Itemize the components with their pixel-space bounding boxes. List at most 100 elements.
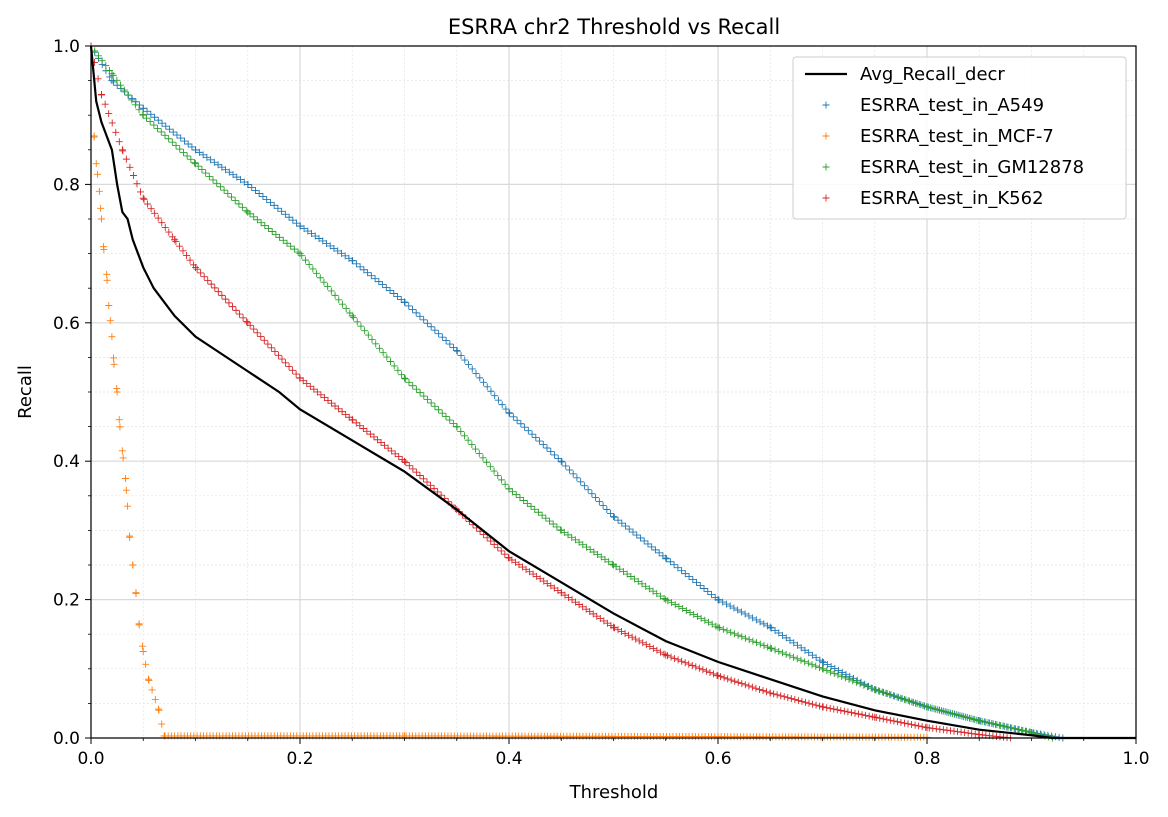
scatter-point [92, 160, 100, 168]
scatter-point [101, 100, 109, 108]
scatter-point [320, 278, 328, 286]
scatter-point [741, 681, 749, 689]
scatter-point [408, 305, 416, 313]
scatter-point [370, 433, 378, 441]
scatter-point [210, 158, 218, 166]
scatter-point [801, 646, 809, 654]
scatter-point [214, 288, 222, 296]
scatter-point [957, 728, 965, 736]
scatter-point [301, 256, 309, 264]
scatter-point [561, 591, 569, 599]
scatter-point [588, 490, 596, 498]
scatter-point [229, 171, 237, 179]
scatter-point [610, 513, 618, 521]
scatter-point [801, 698, 809, 706]
scatter-point [157, 128, 165, 136]
scatter-point [113, 384, 121, 392]
scatter-point [409, 465, 417, 473]
scatter-point [405, 302, 413, 310]
scatter-point [876, 714, 884, 722]
series-ESRRA_test_in_A549 [87, 42, 1067, 742]
scatter-point [633, 531, 641, 539]
scatter-point [623, 570, 631, 578]
scatter-point [377, 439, 385, 447]
scatter-point [313, 269, 321, 277]
scatter-point [878, 688, 886, 696]
scatter-point [139, 194, 147, 202]
scatter-point [289, 216, 297, 224]
scatter-point [308, 230, 316, 238]
scatter-point [268, 228, 276, 235]
scatter-point [394, 292, 402, 300]
scatter-point [509, 413, 517, 421]
scatter-point [132, 589, 140, 597]
scatter-point [571, 536, 579, 544]
scatter-point [430, 485, 438, 493]
scatter-point [618, 519, 626, 527]
scatter-point [551, 451, 558, 459]
scatter-point [790, 639, 798, 647]
scatter-point [292, 370, 300, 378]
scatter-point [213, 179, 221, 187]
scatter-point [815, 664, 823, 672]
scatter-point [936, 725, 944, 733]
scatter-point [98, 57, 106, 65]
scatter-point [205, 172, 213, 180]
scatter-point [582, 543, 590, 551]
scatter-point [401, 375, 409, 383]
scatter-point [412, 385, 420, 393]
scatter-point [546, 517, 554, 525]
scatter-point [631, 575, 639, 583]
scatter-point [554, 586, 562, 594]
scatter-point [105, 302, 113, 309]
scatter-point [529, 570, 537, 578]
scatter-point [98, 91, 106, 99]
scatter-point [655, 549, 663, 557]
scatter-point [989, 720, 997, 728]
scatter-point [838, 672, 846, 680]
scatter-point [244, 181, 252, 189]
scatter-point [122, 486, 130, 494]
scatter-point [753, 639, 761, 647]
scatter-point [681, 659, 689, 667]
scatter-point [511, 558, 519, 566]
scatter-point [434, 488, 442, 496]
scatter-point [855, 710, 863, 718]
scatter-point [945, 709, 953, 717]
scatter-point [384, 444, 392, 452]
scatter-point [741, 634, 749, 642]
y-tick-label: 0.2 [53, 591, 80, 611]
scatter-point [775, 647, 783, 655]
scatter-point [165, 135, 173, 143]
scatter-point [211, 284, 219, 292]
scatter-point [335, 296, 343, 304]
scatter-point [812, 654, 820, 662]
scatter-point [809, 700, 817, 708]
scatter-point [296, 222, 304, 230]
scatter-point [108, 119, 116, 127]
scatter-point [695, 664, 703, 672]
scatter-point [831, 664, 839, 672]
scatter-point [289, 366, 297, 374]
scatter-point [267, 344, 275, 352]
scatter-point [523, 499, 531, 507]
scatter-point [165, 228, 173, 236]
scatter-point [94, 75, 102, 83]
scatter-point [199, 151, 207, 159]
scatter-point [235, 200, 243, 208]
scatter-point [822, 163, 830, 171]
scatter-point [103, 276, 111, 284]
scatter-point [678, 657, 686, 665]
scatter-point [636, 534, 644, 542]
scatter-point [912, 699, 920, 707]
scatter-point [565, 466, 573, 474]
scatter-point [760, 642, 768, 650]
scatter-point [420, 392, 428, 400]
scatter-point [775, 629, 783, 637]
scatter-point [356, 422, 364, 430]
scatter-point [207, 280, 215, 288]
scatter-point [634, 577, 642, 585]
scatter-point [554, 454, 562, 462]
scatter-point [119, 147, 127, 155]
scatter-point [649, 644, 657, 652]
